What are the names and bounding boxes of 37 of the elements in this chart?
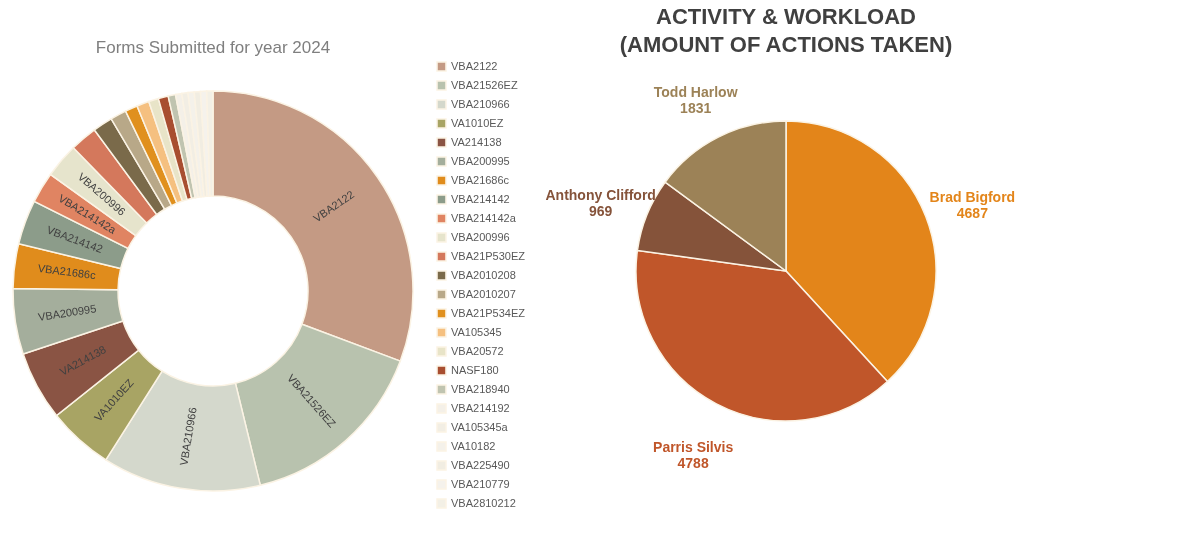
slice-label: Todd Harlow [653,83,738,100]
legend-label: NASF180 [451,363,499,376]
legend-label: VBA2122 [451,59,498,72]
legend-label: VBA21P534EZ [451,306,526,319]
slice-label: VBA21686c [37,261,97,282]
legend-label: VBA2810212 [451,496,516,509]
slice-label: Brad Bigford [929,189,1016,206]
data-label: 4788 [677,455,709,472]
slice-label: VBA200995 [37,302,98,324]
legend-label: VBA214142a [451,211,517,224]
legend-label: VBA2010208 [451,268,516,281]
legend-label: VA214138 [451,135,502,148]
chart-title: Forms Submitted for year 2024 [95,38,331,57]
legend-label: VA105345a [451,420,509,433]
legend-label: VBA21686c [451,173,510,186]
legend-label: VA1010EZ [451,116,504,129]
legend-label: VBA210966 [451,97,510,110]
legend-label: VA10182 [451,439,496,452]
legend-label: VBA21P530EZ [451,249,526,262]
legend-label: VBA210779 [451,477,510,490]
legend-label: VBA2010207 [451,287,516,300]
chart-title: ACTIVITY & WORKLOAD (AMOUNT OF ACTIONS TAKEN) [619,4,953,57]
data-label: 1831 [680,99,712,116]
legend-label: VBA214192 [451,401,510,414]
legend-label: VBA200995 [451,154,510,167]
legend-label: VA105345 [451,325,502,338]
legend-label: VBA214142 [451,192,510,205]
legend-label: VBA21526EZ [451,78,518,91]
slice-label: Anthony Clifford [545,186,656,203]
slice-label: VBA210966 [177,406,199,467]
legend-label: VBA200996 [451,230,510,243]
legend-label: VBA20572 [451,344,504,357]
legend-label: VBA225490 [451,458,510,471]
slice-label: Parris Silvis [653,439,734,456]
data-label: 4687 [956,205,989,222]
legend-label: VBA218940 [451,382,510,395]
data-label: 969 [589,202,613,219]
